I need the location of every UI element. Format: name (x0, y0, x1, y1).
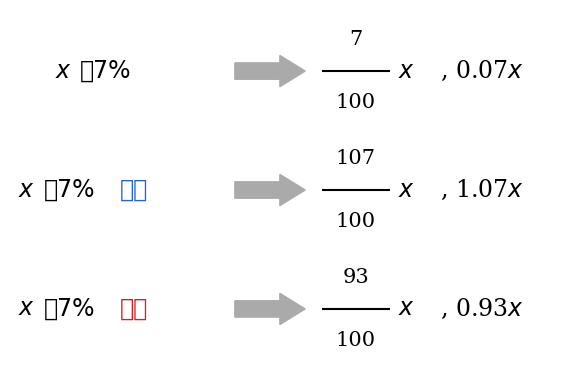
Text: , 1.07$x$: , 1.07$x$ (440, 178, 524, 202)
Text: 93: 93 (343, 268, 369, 287)
Text: , 0.93$x$: , 0.93$x$ (440, 297, 524, 321)
Text: 7: 7 (349, 30, 363, 49)
Text: の7%: の7% (43, 178, 95, 202)
Text: $x$: $x$ (18, 298, 35, 320)
Text: 増加: 増加 (119, 178, 148, 202)
Text: 107: 107 (336, 149, 376, 168)
Polygon shape (235, 293, 305, 325)
Text: $x$: $x$ (398, 60, 415, 82)
Text: 減少: 減少 (119, 297, 148, 321)
Text: $x$: $x$ (398, 298, 415, 320)
Text: $x$: $x$ (55, 60, 71, 82)
Text: 100: 100 (336, 331, 376, 350)
Text: 100: 100 (336, 93, 376, 112)
Text: の7%: の7% (43, 297, 95, 321)
Text: , 0.07$x$: , 0.07$x$ (440, 59, 524, 83)
Text: $x$: $x$ (18, 179, 35, 201)
Text: の7%: の7% (80, 59, 132, 83)
Text: $x$: $x$ (398, 179, 415, 201)
Polygon shape (235, 174, 305, 206)
Polygon shape (235, 55, 305, 87)
Text: 100: 100 (336, 212, 376, 231)
